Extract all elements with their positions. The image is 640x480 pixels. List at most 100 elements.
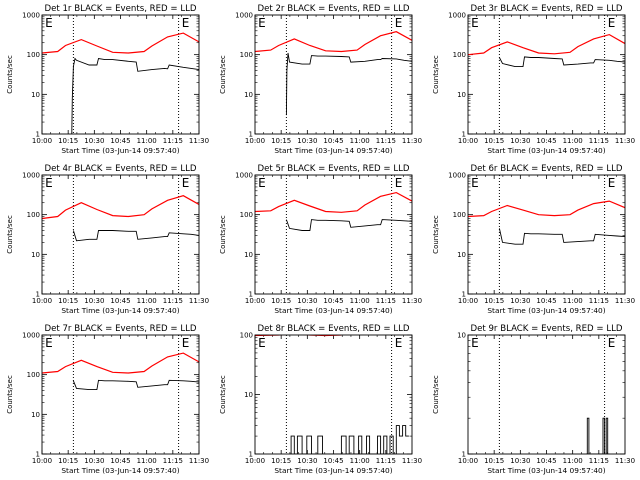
- x-tick-label: 10:30: [84, 457, 104, 465]
- x-axis-title: Start Time (03-Jun-14 09:57:40): [487, 306, 605, 315]
- x-tick-label: 10:00: [245, 137, 265, 145]
- x-tick-label: 10:45: [323, 137, 343, 145]
- x-tick-label: 10:15: [58, 297, 78, 305]
- plot-frame: [467, 174, 626, 295]
- y-tick-label: 1000: [448, 12, 466, 20]
- x-tick-label: 10:15: [484, 297, 504, 305]
- y-tick-label: 10: [457, 332, 466, 340]
- chart-panel-7: Det 7r BLACK = Events, RED = LLD Counts/s…: [6, 324, 209, 475]
- event-marker-label: E: [45, 176, 53, 190]
- event-marker-label: E: [395, 336, 403, 350]
- x-tick-label: 10:00: [458, 297, 478, 305]
- chart-title: Det 1r BLACK = Events, RED = LLD: [44, 4, 196, 14]
- y-tick-label: 1: [36, 291, 40, 299]
- x-tick-label: 10:00: [32, 297, 52, 305]
- series-line-lld: [42, 352, 199, 374]
- x-tick-label: 10:45: [110, 137, 130, 145]
- chart-title: Det 2r BLACK = Events, RED = LLD: [257, 4, 409, 14]
- y-tick-label: 10: [457, 91, 466, 99]
- event-marker-label: E: [471, 16, 479, 30]
- series-line-lld: [468, 200, 625, 218]
- event-marker-label: E: [608, 176, 616, 190]
- x-tick-label: 10:30: [510, 297, 530, 305]
- x-tick-label: 10:00: [32, 137, 52, 145]
- x-tick-label: 10:15: [271, 297, 291, 305]
- event-marker-label: E: [608, 336, 616, 350]
- x-tick-label: 10:15: [271, 137, 291, 145]
- y-tick-label: 1000: [235, 12, 253, 20]
- plot-frame: [254, 14, 413, 135]
- y-tick-label: 1000: [22, 172, 40, 180]
- chart-title: Det 4r BLACK = Events, RED = LLD: [44, 164, 196, 174]
- y-tick-label: 1: [249, 131, 253, 139]
- x-tick-label: 11:30: [189, 457, 209, 465]
- y-tick-label: 100: [27, 371, 40, 379]
- series-line-events: [499, 56, 625, 68]
- y-axis-title: Counts/sec: [219, 375, 227, 414]
- series-line-lld: [255, 31, 412, 53]
- y-tick-label: 10: [244, 391, 253, 399]
- y-tick-label: 100: [453, 51, 466, 59]
- y-tick-label: 1000: [448, 172, 466, 180]
- x-tick-label: 11:15: [163, 297, 183, 305]
- x-tick-label: 10:45: [536, 297, 556, 305]
- y-axis-title: Counts/sec: [219, 55, 227, 94]
- series-line-events: [285, 52, 412, 116]
- y-tick-label: 10: [31, 251, 40, 259]
- x-tick-label: 11:00: [563, 457, 583, 465]
- x-tick-label: 11:30: [402, 457, 422, 465]
- series-line-events: [71, 57, 199, 134]
- x-axis-title: Start Time (03-Jun-14 09:57:40): [61, 466, 179, 475]
- x-tick-label: 11:00: [137, 297, 157, 305]
- x-tick-label: 10:00: [32, 457, 52, 465]
- chart-panel-2: Det 2r BLACK = Events, RED = LLD Counts/s…: [219, 4, 422, 155]
- x-tick-label: 10:45: [536, 137, 556, 145]
- x-tick-label: 10:45: [110, 297, 130, 305]
- y-tick-label: 100: [27, 51, 40, 59]
- x-tick-label: 11:30: [615, 457, 635, 465]
- x-tick-label: 11:30: [189, 297, 209, 305]
- chart-panel-3: Det 3r BLACK = Events, RED = LLD Counts/s…: [432, 4, 635, 155]
- x-tick-label: 10:45: [110, 457, 130, 465]
- y-tick-label: 1: [36, 131, 40, 139]
- x-tick-label: 11:00: [350, 137, 370, 145]
- y-axis-title: Counts/sec: [432, 215, 440, 254]
- x-axis-title: Start Time (03-Jun-14 09:57:40): [274, 466, 392, 475]
- y-tick-label: 1000: [22, 332, 40, 340]
- y-tick-label: 1: [36, 451, 40, 459]
- x-tick-label: 10:00: [245, 457, 265, 465]
- x-tick-label: 10:30: [84, 137, 104, 145]
- y-tick-label: 1: [249, 451, 253, 459]
- event-marker-label: E: [608, 16, 616, 30]
- x-tick-label: 11:15: [376, 457, 396, 465]
- x-tick-label: 10:30: [84, 297, 104, 305]
- event-marker-label: E: [182, 176, 190, 190]
- x-tick-label: 10:30: [297, 457, 317, 465]
- x-tick-label: 11:15: [163, 457, 183, 465]
- y-tick-label: 100: [453, 211, 466, 219]
- chart-title: Det 9r BLACK = Events, RED = LLD: [470, 324, 622, 334]
- x-tick-label: 10:15: [58, 457, 78, 465]
- x-axis-title: Start Time (03-Jun-14 09:57:40): [61, 146, 179, 155]
- x-tick-label: 11:00: [137, 457, 157, 465]
- y-tick-label: 100: [27, 211, 40, 219]
- plot-frame: [467, 334, 626, 455]
- x-tick-label: 11:30: [615, 297, 635, 305]
- chart-panel-4: Det 4r BLACK = Events, RED = LLD Counts/s…: [6, 164, 209, 315]
- x-axis-title: Start Time (03-Jun-14 09:57:40): [274, 146, 392, 155]
- x-tick-label: 11:15: [589, 457, 609, 465]
- chart-panel-5: Det 5r BLACK = Events, RED = LLD Counts/s…: [219, 164, 422, 315]
- event-marker-label: E: [395, 16, 403, 30]
- x-tick-label: 11:00: [563, 297, 583, 305]
- series-line-events: [72, 379, 199, 391]
- event-marker-label: E: [395, 176, 403, 190]
- x-tick-label: 11:15: [163, 137, 183, 145]
- y-tick-label: 1: [462, 291, 466, 299]
- x-tick-label: 10:30: [510, 457, 530, 465]
- x-tick-label: 10:45: [323, 297, 343, 305]
- chart-panel-8: Det 8r BLACK = Events, RED = LLD Counts/s…: [219, 324, 422, 475]
- x-tick-label: 11:15: [376, 297, 396, 305]
- event-marker-label: E: [182, 16, 190, 30]
- series-line-lld: [42, 32, 199, 54]
- y-tick-label: 10: [31, 91, 40, 99]
